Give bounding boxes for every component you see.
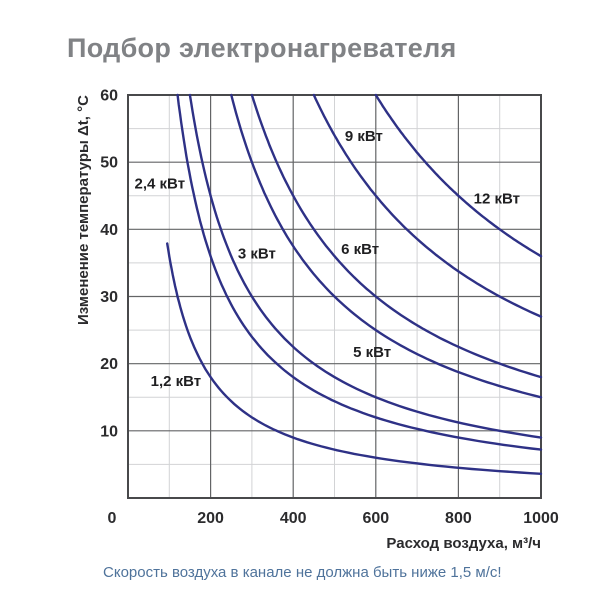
chart-curves — [166, 93, 543, 475]
curve-12kw — [374, 93, 543, 258]
curve-1.2kw — [166, 242, 543, 475]
x-tick-200: 200 — [197, 510, 224, 527]
y-axis-label: Изменение температуры Δt, °C — [75, 95, 92, 325]
y-tick-40: 40 — [100, 222, 118, 239]
page-title: Подбор электронагревателя — [67, 33, 457, 63]
y-tick-10: 10 — [100, 423, 118, 440]
y-axis-ticks: 10 20 30 40 50 60 — [100, 88, 118, 441]
x-tick-400: 400 — [280, 510, 307, 527]
curve-label-3kw: 3 кВт — [238, 246, 276, 263]
curve-label-9kw: 9 кВт — [345, 128, 383, 145]
y-tick-60: 60 — [100, 88, 118, 105]
curve-label-12kw: 12 кВт — [474, 190, 520, 207]
y-tick-30: 30 — [100, 289, 118, 306]
curve-label-5kw: 5 кВт — [353, 344, 391, 361]
x-tick-800: 800 — [445, 510, 472, 527]
chart-curve-labels: 1,2 кВт 2,4 кВт 3 кВт 5 кВт 6 кВт 9 кВт 12 кВт — [135, 128, 520, 390]
x-tick-0: 0 — [108, 510, 117, 527]
x-axis-ticks: 0 200 400 600 800 1000 — [108, 510, 559, 527]
curve-label-2.4kw: 2,4 кВт — [135, 176, 186, 193]
curve-5kw — [230, 93, 543, 399]
curve-label-1.2kw: 1,2 кВт — [151, 373, 202, 390]
curve-3kw — [188, 93, 543, 439]
plot-frame — [127, 94, 542, 499]
curve-2.4kw — [176, 93, 543, 451]
y-tick-20: 20 — [100, 356, 118, 373]
x-axis-label: Расход воздуха, м³/ч — [386, 535, 541, 552]
x-tick-600: 600 — [362, 510, 389, 527]
note: Скорость воздуха в канале не должна быть… — [103, 564, 502, 581]
curve-6kw — [250, 93, 543, 379]
x-tick-1000: 1000 — [523, 510, 559, 527]
curve-label-6kw: 6 кВт — [341, 241, 379, 258]
y-tick-50: 50 — [100, 155, 118, 172]
curve-9kw — [312, 93, 543, 318]
